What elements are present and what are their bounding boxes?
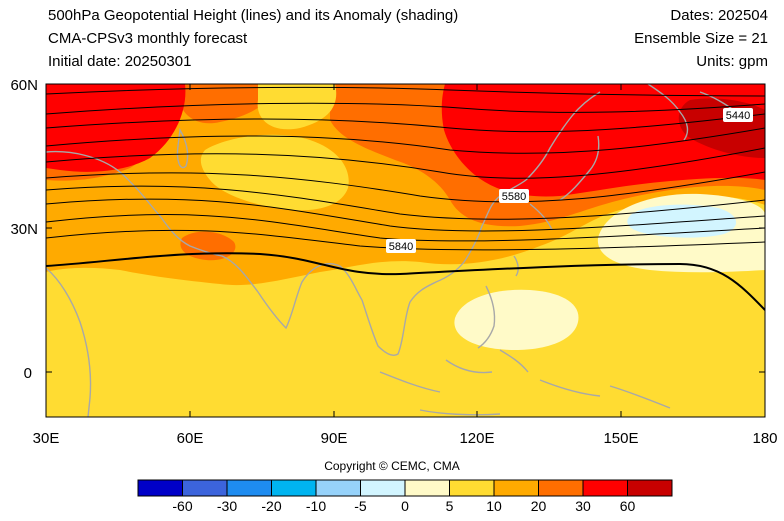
contour-line	[46, 214, 765, 242]
contour-line	[46, 229, 765, 251]
colorbar-box	[137, 479, 183, 497]
units-label: Units: gpm	[696, 53, 768, 70]
lat-label-30n: 30N	[10, 221, 38, 238]
colorbar-box	[582, 479, 628, 497]
colorbar-box	[627, 479, 673, 497]
lat-label-eq: 0	[24, 365, 32, 382]
colorbar-label: -30	[216, 498, 238, 514]
colorbar-box	[449, 479, 495, 497]
lat-label-60n: 60N	[10, 77, 38, 94]
colorbar-box	[315, 479, 361, 497]
contour-line-5880	[46, 252, 765, 311]
lon-label-150e: 150E	[603, 430, 638, 447]
colorbar-box	[182, 479, 228, 497]
contour-line	[46, 185, 765, 220]
shading-5-10-north	[257, 84, 337, 130]
coastline-caspian	[176, 127, 189, 169]
contour-label-5840: 5840	[389, 241, 413, 253]
colorbar-label: -20	[261, 498, 282, 514]
map-frame	[45, 83, 766, 418]
axis-ticks	[45, 83, 766, 417]
contour-line	[46, 198, 765, 232]
lon-label-90e: 90E	[321, 430, 348, 447]
contour-line	[46, 171, 765, 203]
colorbar-label: -60	[172, 498, 193, 514]
initial-date: Initial date: 20250301	[48, 53, 192, 70]
map-title: 500hPa Geopotential Height (lines) and i…	[48, 7, 459, 24]
colorbar-label: 10	[486, 498, 502, 514]
contour-label-5440: 5440	[726, 110, 750, 122]
colorbar-box	[538, 479, 584, 497]
contour-line	[46, 113, 765, 133]
lon-label-180: 180	[752, 430, 777, 447]
anomaly-shading	[46, 84, 765, 417]
contour-label-5580: 5580	[502, 191, 526, 203]
contour-line	[46, 127, 765, 154]
contour-labels: 5440 5580 5840	[386, 108, 753, 253]
shading-30-60-west	[46, 84, 186, 172]
coastline-philippines	[477, 285, 496, 349]
colorbar-box	[493, 479, 539, 497]
shading-20-30	[180, 84, 271, 124]
coastline-taiwan	[513, 255, 519, 277]
colorbar	[137, 479, 673, 497]
coastline-korea-japan	[525, 91, 601, 231]
coastline-southeast-asia	[361, 179, 527, 356]
lon-label-30e: 30E	[33, 430, 60, 447]
colorbar-label: -5	[354, 498, 367, 514]
lon-label-60e: 60E	[177, 430, 204, 447]
colorbar-label: -10	[305, 498, 327, 514]
contour-line	[46, 102, 765, 115]
ensemble-size: Ensemble Size = 21	[634, 30, 768, 47]
shading-minus5-0	[627, 204, 737, 238]
colorbar-box	[271, 479, 317, 497]
lon-label-120e: 120E	[459, 430, 494, 447]
colorbar-label: 0	[401, 498, 409, 514]
copyright-text: Copyright © CEMC, CMA	[324, 459, 460, 473]
contour-line	[46, 147, 765, 179]
model-name: CMA-CPSv3 monthly forecast	[48, 30, 248, 47]
colorbar-box	[226, 479, 272, 497]
colorbar-label: 5	[445, 498, 454, 514]
colorbar-label: 30	[575, 498, 591, 514]
coastline-east-africa	[46, 267, 92, 417]
colorbar-label: 60	[619, 498, 636, 514]
coastline-indonesia	[379, 349, 671, 416]
contour-line	[46, 86, 765, 97]
colorbar-box	[404, 479, 450, 497]
coastline-africa-arabia	[46, 150, 363, 330]
shading-0-5-philippines	[454, 289, 579, 350]
height-contours	[46, 86, 765, 311]
forecast-dates: Dates: 202504	[670, 7, 768, 24]
colorbar-box	[360, 479, 406, 497]
colorbar-label: 20	[530, 498, 547, 514]
